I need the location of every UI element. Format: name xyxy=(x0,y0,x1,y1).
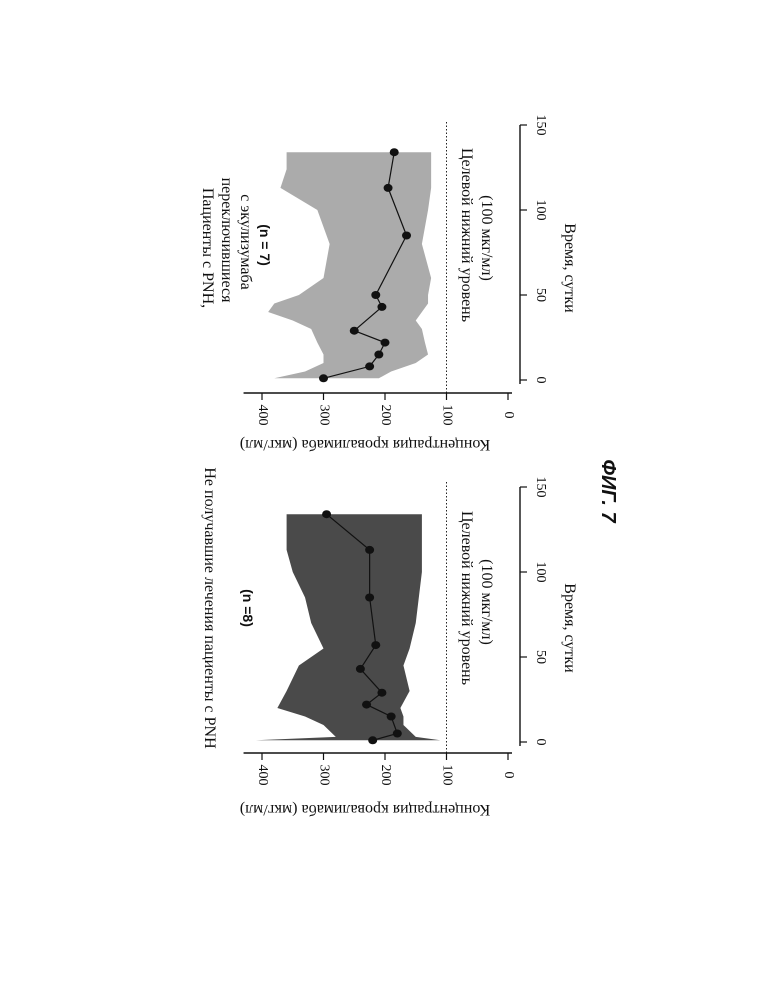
y-tick-label: 0 xyxy=(501,412,516,419)
chart-untreated: 0 50 100 150 0 100 200 300 400 Не получавшие леч… xyxy=(201,467,578,818)
y-tick-label: 300 xyxy=(316,765,331,786)
x-tick-label: 150 xyxy=(533,477,548,498)
y-tick-label: 300 xyxy=(316,405,331,426)
data-point xyxy=(384,184,393,192)
reference-label-value: (100 мкг/мл) xyxy=(478,559,495,645)
y-axis-label: Концентрация кровалимаба (мкг/мл) xyxy=(240,436,490,453)
data-point xyxy=(381,339,390,347)
y-axis-label: Концентрация кровалимаба (мкг/мл) xyxy=(240,801,490,818)
data-point xyxy=(365,362,374,370)
data-point xyxy=(371,291,380,299)
chart-subtitle: (n = 7) xyxy=(257,224,273,266)
chart-subtitle: (n =8) xyxy=(240,589,256,627)
y-tick-label: 100 xyxy=(439,405,454,426)
y-tick-label: 200 xyxy=(378,405,393,426)
x-axis-label: Время, сутки xyxy=(561,223,578,313)
data-point xyxy=(319,374,328,382)
reference-label: Целевой нижний уровень xyxy=(458,148,475,322)
data-point xyxy=(365,546,374,554)
x-tick-label: 100 xyxy=(533,562,548,583)
chart-title-line1: Пациенты с PNH, xyxy=(199,188,216,308)
chart-title-line2: переключившиеся xyxy=(218,178,235,304)
chart-switched: 0 50 100 150 0 100 200 300 400 Пациенты с PNH, п… xyxy=(199,115,578,454)
y-tick-label: 400 xyxy=(255,405,270,426)
data-point xyxy=(365,594,374,602)
data-point xyxy=(350,327,359,335)
chart-title-line3: с экулизумаба xyxy=(237,194,254,290)
x-tick-label: 150 xyxy=(533,115,548,136)
data-point xyxy=(356,665,365,673)
data-point xyxy=(377,303,386,311)
reference-label-value: (100 мкг/мл) xyxy=(478,195,495,281)
data-point xyxy=(393,730,402,738)
reference-label: Целевой нижний уровень xyxy=(458,511,475,685)
data-point xyxy=(390,148,399,156)
plot-area-switched: 0 50 100 150 0 100 200 300 400 xyxy=(244,115,548,426)
data-point xyxy=(322,510,331,518)
x-tick-label: 100 xyxy=(533,200,548,221)
range-band xyxy=(268,152,431,378)
x-tick-label: 50 xyxy=(533,650,548,664)
data-point xyxy=(362,701,371,709)
data-point xyxy=(402,232,411,240)
y-tick-label: 400 xyxy=(255,765,270,786)
data-point xyxy=(371,641,380,649)
data-point xyxy=(377,689,386,697)
y-tick-label: 100 xyxy=(439,765,454,786)
chart-title: Не получавшие лечения пациенты с PNH xyxy=(201,467,218,749)
plot-area-untreated: 0 50 100 150 0 100 200 300 400 xyxy=(244,477,548,786)
chart-title: Пациенты с PNH, xyxy=(199,188,216,308)
x-tick-label: 50 xyxy=(533,288,548,302)
x-tick-label: 0 xyxy=(533,739,548,746)
y-tick-label: 0 xyxy=(501,772,516,779)
data-point xyxy=(368,736,377,744)
x-axis-label: Время, сутки xyxy=(561,583,578,673)
figure-label: ФИГ. 7 xyxy=(597,459,619,523)
data-point xyxy=(387,713,396,721)
range-band xyxy=(256,514,441,740)
x-tick-label: 0 xyxy=(533,377,548,384)
y-tick-label: 200 xyxy=(378,765,393,786)
data-point xyxy=(374,351,383,359)
